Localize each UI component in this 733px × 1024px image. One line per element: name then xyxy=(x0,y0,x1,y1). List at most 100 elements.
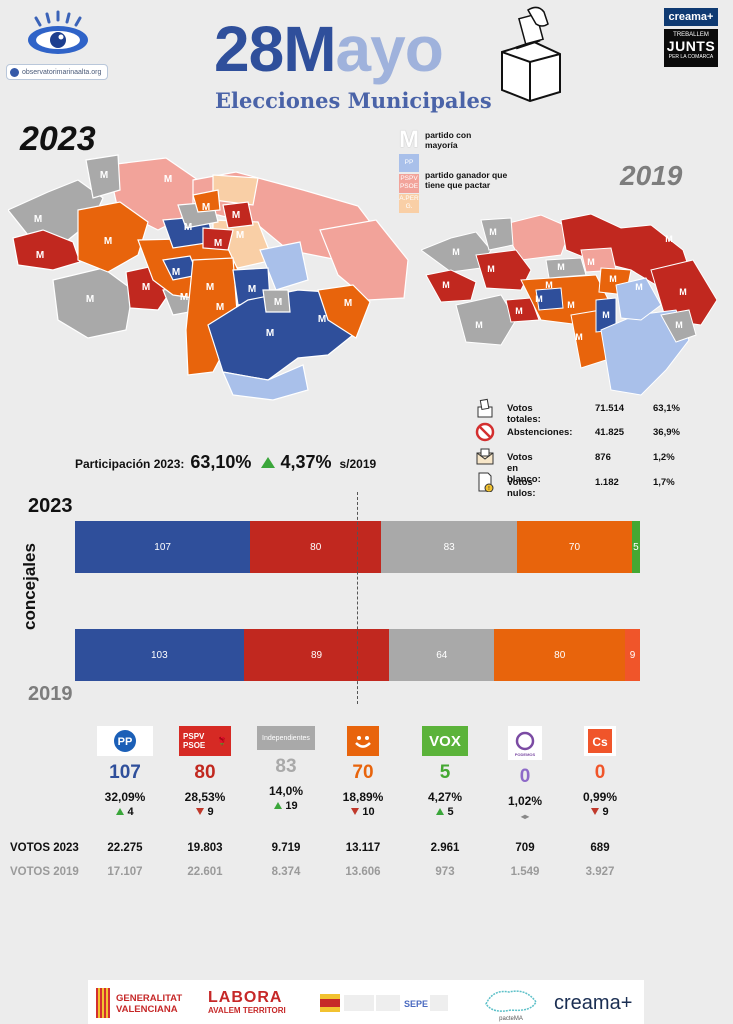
party-card-vox: VOX 5 4,27% 5 xyxy=(400,726,490,818)
bar-segment-comproms: 70 xyxy=(517,521,632,573)
creama-badge: creama+ xyxy=(664,8,718,26)
svg-text:M: M xyxy=(248,284,256,295)
ballot-box-icon xyxy=(477,398,493,418)
svg-text:M: M xyxy=(184,222,192,233)
labora-logo: LABORA AVALEM TERRITORI xyxy=(208,989,286,1016)
ballot-box-illustration xyxy=(501,6,561,102)
party-card-psoe: PSPV PSOE 🌹 80 28,53% 9 xyxy=(160,726,250,818)
svg-text:M: M xyxy=(216,302,224,313)
party-seat-change: 9 xyxy=(160,806,250,818)
psoe-logo: PSPV PSOE 🌹 xyxy=(179,726,231,756)
svg-text:M: M xyxy=(86,294,94,305)
envelope-icon xyxy=(476,448,494,465)
votes-2023-label: VOTOS 2023 xyxy=(10,842,79,854)
svg-text:M: M xyxy=(602,310,610,320)
party-card-cs: Cs 0 0,99% 9 xyxy=(555,726,645,818)
party-vote-percent: 4,27% xyxy=(427,790,463,804)
website-url[interactable]: observatorimarinaalta.org xyxy=(6,64,108,80)
legend-winner-label: partido ganador que tiene que pactar xyxy=(425,170,508,190)
increase-arrow-icon xyxy=(116,808,125,815)
votes-2019-value: 8.374 xyxy=(271,866,301,878)
councillors-bar-2023: 107 80 83 70 5 xyxy=(75,521,640,573)
svg-text:M: M xyxy=(575,332,583,342)
votes-2023-value: 22.275 xyxy=(107,842,143,854)
votes-2019-value: 17.107 xyxy=(107,866,143,878)
page-subtitle: Elecciones Municipales xyxy=(215,88,492,113)
svg-text:M: M xyxy=(142,282,150,293)
party-seat-change: 19 xyxy=(241,800,331,812)
party-seats: 0 xyxy=(519,766,531,787)
party-seat-change: 5 xyxy=(400,806,490,818)
svg-text:M: M xyxy=(487,264,495,274)
svg-text:M: M xyxy=(318,314,326,325)
no-change-icon: ◂▸ xyxy=(520,812,530,821)
map-2023: M M M M M M M M M M M M M M M M M M M M … xyxy=(8,154,409,401)
bar-year-2019: 2019 xyxy=(28,683,73,705)
votes-2023-value: 19.803 xyxy=(187,842,223,854)
svg-text:M: M xyxy=(535,294,543,304)
party-card-pp: PP 107 32,09% 4 xyxy=(80,726,170,818)
svg-text:M: M xyxy=(442,280,450,290)
title-month-rest: ayo xyxy=(335,13,444,85)
svg-text:M: M xyxy=(172,267,180,278)
votes-2019-label: VOTOS 2019 xyxy=(10,866,79,878)
bar-axis-label: concejales xyxy=(20,543,39,630)
map-year-2023: 2023 xyxy=(20,120,96,158)
party-seat-change: 4 xyxy=(80,806,170,818)
svg-text:SEPE: SEPE xyxy=(404,999,428,1009)
svg-text:M: M xyxy=(557,262,565,272)
vox-logo: VOX xyxy=(422,726,468,756)
votes-2019-value: 973 xyxy=(435,866,455,878)
svg-text:!: ! xyxy=(488,486,490,492)
bar-segment-independientes: 64 xyxy=(389,629,495,681)
party-vote-percent: 32,09% xyxy=(104,790,146,804)
svg-text:M: M xyxy=(164,174,172,185)
generalitat-valenciana-logo: GENERALITAT VALENCIANA xyxy=(96,986,196,1020)
svg-text:M: M xyxy=(214,238,222,249)
svg-text:M: M xyxy=(675,320,683,330)
legend-swatch-psoe: PSPV PSOE xyxy=(399,174,419,193)
party-card-compromis: 70 18,89% 10 xyxy=(318,726,408,818)
svg-text:pacteMA: pacteMA xyxy=(499,1016,523,1022)
svg-text:M: M xyxy=(475,320,483,330)
map-marker: M xyxy=(100,170,108,181)
party-card-ind: Independientes 83 14,0% 19 xyxy=(241,726,331,812)
pactema-logo: pacteMA xyxy=(485,990,537,1022)
treballem-junts-badge: TREBALLEM JUNTS PER LA COMARCA xyxy=(664,29,718,67)
party-seat-change: 10 xyxy=(318,806,408,818)
increase-arrow-icon xyxy=(436,808,445,815)
party-seat-change: ◂▸ xyxy=(480,810,570,822)
bar-segment-pspvpsoe: 80 xyxy=(250,521,382,573)
increase-arrow-icon xyxy=(261,457,276,468)
svg-text:M: M xyxy=(236,230,244,241)
party-vote-percent: 1,02% xyxy=(507,794,543,808)
votes-2019-value: 1.549 xyxy=(510,866,540,878)
cs-logo: Cs xyxy=(584,726,616,756)
svg-text:M: M xyxy=(274,297,282,308)
legend-majority-symbol: M xyxy=(399,126,419,153)
bar-segment-vox: 5 xyxy=(631,521,640,573)
svg-text:Cs: Cs xyxy=(592,735,608,749)
null-document-icon: ! xyxy=(478,472,494,492)
bar-segment-independientes: 83 xyxy=(381,521,518,573)
bar-segment-pp: 103 xyxy=(75,629,244,681)
svg-text:M: M xyxy=(609,274,617,284)
svg-text:M: M xyxy=(635,282,643,292)
page-title: 28Mayo xyxy=(214,13,444,85)
svg-text:M: M xyxy=(206,282,214,293)
votes-2023-value: 13.117 xyxy=(345,842,381,854)
podemos-logo: PODEMOS xyxy=(508,726,542,760)
compromis-logo xyxy=(347,726,379,756)
bar-segment-cs: 9 xyxy=(625,629,640,681)
svg-text:PP: PP xyxy=(118,736,133,748)
party-vote-percent: 0,99% xyxy=(582,790,618,804)
title-month-initial: M xyxy=(283,13,336,85)
legend-swatch-other: A.PER G. xyxy=(399,194,419,213)
svg-text:M: M xyxy=(232,210,240,221)
decrease-arrow-icon xyxy=(351,808,360,815)
svg-text:M: M xyxy=(665,234,673,244)
votes-2023-value: 689 xyxy=(590,842,610,854)
party-card-podemos: PODEMOS 0 1,02% ◂▸ xyxy=(480,726,570,822)
party-vote-percent: 28,53% xyxy=(184,790,226,804)
valencian-shield-icon xyxy=(96,988,110,1018)
